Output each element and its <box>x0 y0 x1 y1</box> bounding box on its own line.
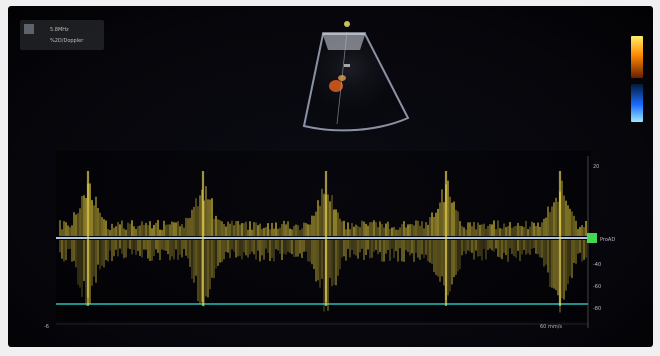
ultrasound-screen: 5.8MHz %2D/Doppler <box>8 6 653 347</box>
spectral-doppler-strip: -6 60 mm/s 20 0 -40 -60 -80 ProAD <box>44 151 615 330</box>
color-flow-scale-bottom <box>631 84 643 122</box>
color-flow-blob <box>329 80 343 92</box>
transducer-indicator <box>344 21 350 27</box>
transducer-face <box>322 32 366 50</box>
sector-outline <box>302 33 410 132</box>
velocity-scale-tick-3: -40 <box>593 262 601 268</box>
baseline-marker: ProAD <box>587 233 615 243</box>
time-axis-end-label: 60 mm/s <box>540 324 562 330</box>
color-flow-scale <box>631 36 643 122</box>
sector-image <box>302 21 410 132</box>
baseline-marker-swatch <box>587 233 597 243</box>
velocity-scale-tick-5: -80 <box>593 306 601 312</box>
doppler-cursor-line <box>336 31 348 125</box>
color-flow-scale-top <box>631 36 643 78</box>
info-box-line1: 5.8MHz <box>50 27 69 33</box>
velocity-scale-tick-1: 20 <box>593 164 599 170</box>
info-box-icon <box>24 24 34 34</box>
info-box: 5.8MHz %2D/Doppler <box>20 20 104 50</box>
time-axis: -6 60 mm/s <box>44 323 588 330</box>
time-axis-start-label: -6 <box>44 324 49 330</box>
info-box-panel <box>20 20 104 50</box>
velocity-scale-tick-4: -60 <box>593 284 601 290</box>
baseline-marker-label: ProAD <box>600 237 615 243</box>
info-box-line2: %2D/Doppler <box>50 38 84 44</box>
ultrasound-display: 5.8MHz %2D/Doppler <box>20 20 643 330</box>
doppler-signal <box>59 171 587 313</box>
sample-volume-gate <box>344 64 350 67</box>
